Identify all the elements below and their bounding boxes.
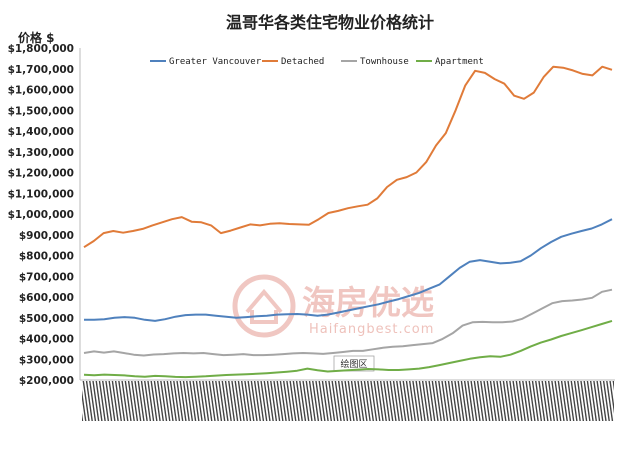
y-tick-label: $1,700,000	[8, 64, 74, 76]
y-tick-label: $200,000	[19, 375, 74, 387]
plot-area-tooltip	[333, 355, 375, 372]
y-tick-label: $1,500,000	[8, 105, 74, 117]
series-line-greater-vancouver	[84, 218, 613, 322]
y-tick-label: $1,100,000	[8, 188, 74, 200]
series-line-townhouse	[83, 288, 613, 357]
watermark-site: Haifangbest.com	[309, 322, 434, 337]
y-tick-label: $800,000	[19, 251, 74, 263]
watermark-logo-icon	[232, 274, 296, 338]
legend-label: Greater Vancouver	[169, 57, 262, 67]
y-axis-label: 价格 $	[18, 30, 55, 45]
y-tick-label: $300,000	[19, 354, 74, 366]
legend-label: Apartment	[435, 57, 484, 67]
y-tick-label: $1,400,000	[8, 126, 74, 138]
legend: Greater Vancouver Detached Townhouse Apartm…	[150, 57, 484, 67]
x-axis-label-band	[82, 381, 614, 421]
y-tick-label: $700,000	[19, 271, 74, 283]
y-tick-label: $400,000	[19, 334, 74, 346]
series-line-detached	[83, 65, 613, 249]
chart-title: 温哥华各类住宅物业价格统计	[225, 13, 434, 32]
y-tick-label: $1,600,000	[8, 85, 74, 97]
y-tick-label: $1,200,000	[8, 168, 74, 180]
y-tick-label: $1,300,000	[8, 147, 74, 159]
y-tick-label: $600,000	[19, 292, 74, 304]
y-axis-ticks: $200,000 $300,000 $400,000 $500,000 $600,000…	[8, 43, 74, 387]
y-tick-label: $500,000	[19, 313, 74, 325]
y-tick-label: $1,800,000	[8, 43, 74, 55]
legend-label: Townhouse	[360, 57, 409, 67]
y-tick-label: $1,000,000	[8, 209, 74, 221]
y-tick-label: $900,000	[19, 230, 74, 242]
series-line-apartment	[83, 319, 613, 379]
plot-area-tooltip-text: 绘图区	[340, 358, 367, 370]
x-axis-labels-illegible	[82, 381, 614, 421]
legend-label: Detached	[281, 57, 324, 67]
footer-watermark: 头条号 / 海房优选	[516, 426, 620, 442]
series-lines	[83, 65, 613, 379]
